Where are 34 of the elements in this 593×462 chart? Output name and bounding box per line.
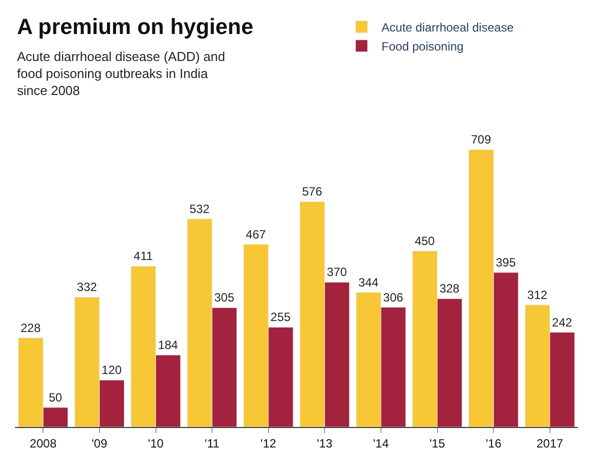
data-label: 228 xyxy=(20,320,41,335)
x-tick-label: '13 xyxy=(316,436,333,450)
data-label: 120 xyxy=(102,363,122,378)
x-tick-label: '09 xyxy=(92,436,108,450)
legend-label: Food poisoning xyxy=(382,40,464,54)
data-label: 255 xyxy=(270,310,291,324)
x-tick-label: '12 xyxy=(260,436,276,450)
data-label: 50 xyxy=(48,390,62,404)
data-label: 328 xyxy=(439,282,460,296)
x-tick-label: '11 xyxy=(204,436,220,450)
x-tick-label: 2017 xyxy=(536,436,564,450)
data-label: 344 xyxy=(358,275,379,290)
legend-label: Acute diarrhoeal disease xyxy=(382,20,514,35)
x-tick-label: 2008 xyxy=(30,436,57,450)
data-label: 242 xyxy=(552,315,572,330)
chart-title: A premium on hygiene xyxy=(17,14,254,39)
data-label: 532 xyxy=(189,202,210,216)
data-label: 312 xyxy=(527,288,548,302)
data-label: 576 xyxy=(302,184,322,199)
x-tick-label: '16 xyxy=(486,436,502,450)
data-label: 305 xyxy=(214,290,235,305)
x-tick-label: '10 xyxy=(148,436,164,450)
data-label: 370 xyxy=(326,265,348,280)
data-label: 450 xyxy=(414,234,436,248)
x-tick-label: '14 xyxy=(373,436,390,450)
x-tick-label: '15 xyxy=(429,436,446,450)
data-label: 306 xyxy=(383,290,404,304)
data-label: 467 xyxy=(246,227,266,242)
data-label: 184 xyxy=(158,338,178,352)
chart-subtitle: Acute diarrhoeal disease (ADD) and food poisoning outbreaks in India since 2008 xyxy=(17,49,226,98)
data-label: 709 xyxy=(470,132,492,147)
data-label: 332 xyxy=(76,280,98,294)
data-label: 395 xyxy=(496,255,516,270)
data-label: 411 xyxy=(134,249,154,264)
